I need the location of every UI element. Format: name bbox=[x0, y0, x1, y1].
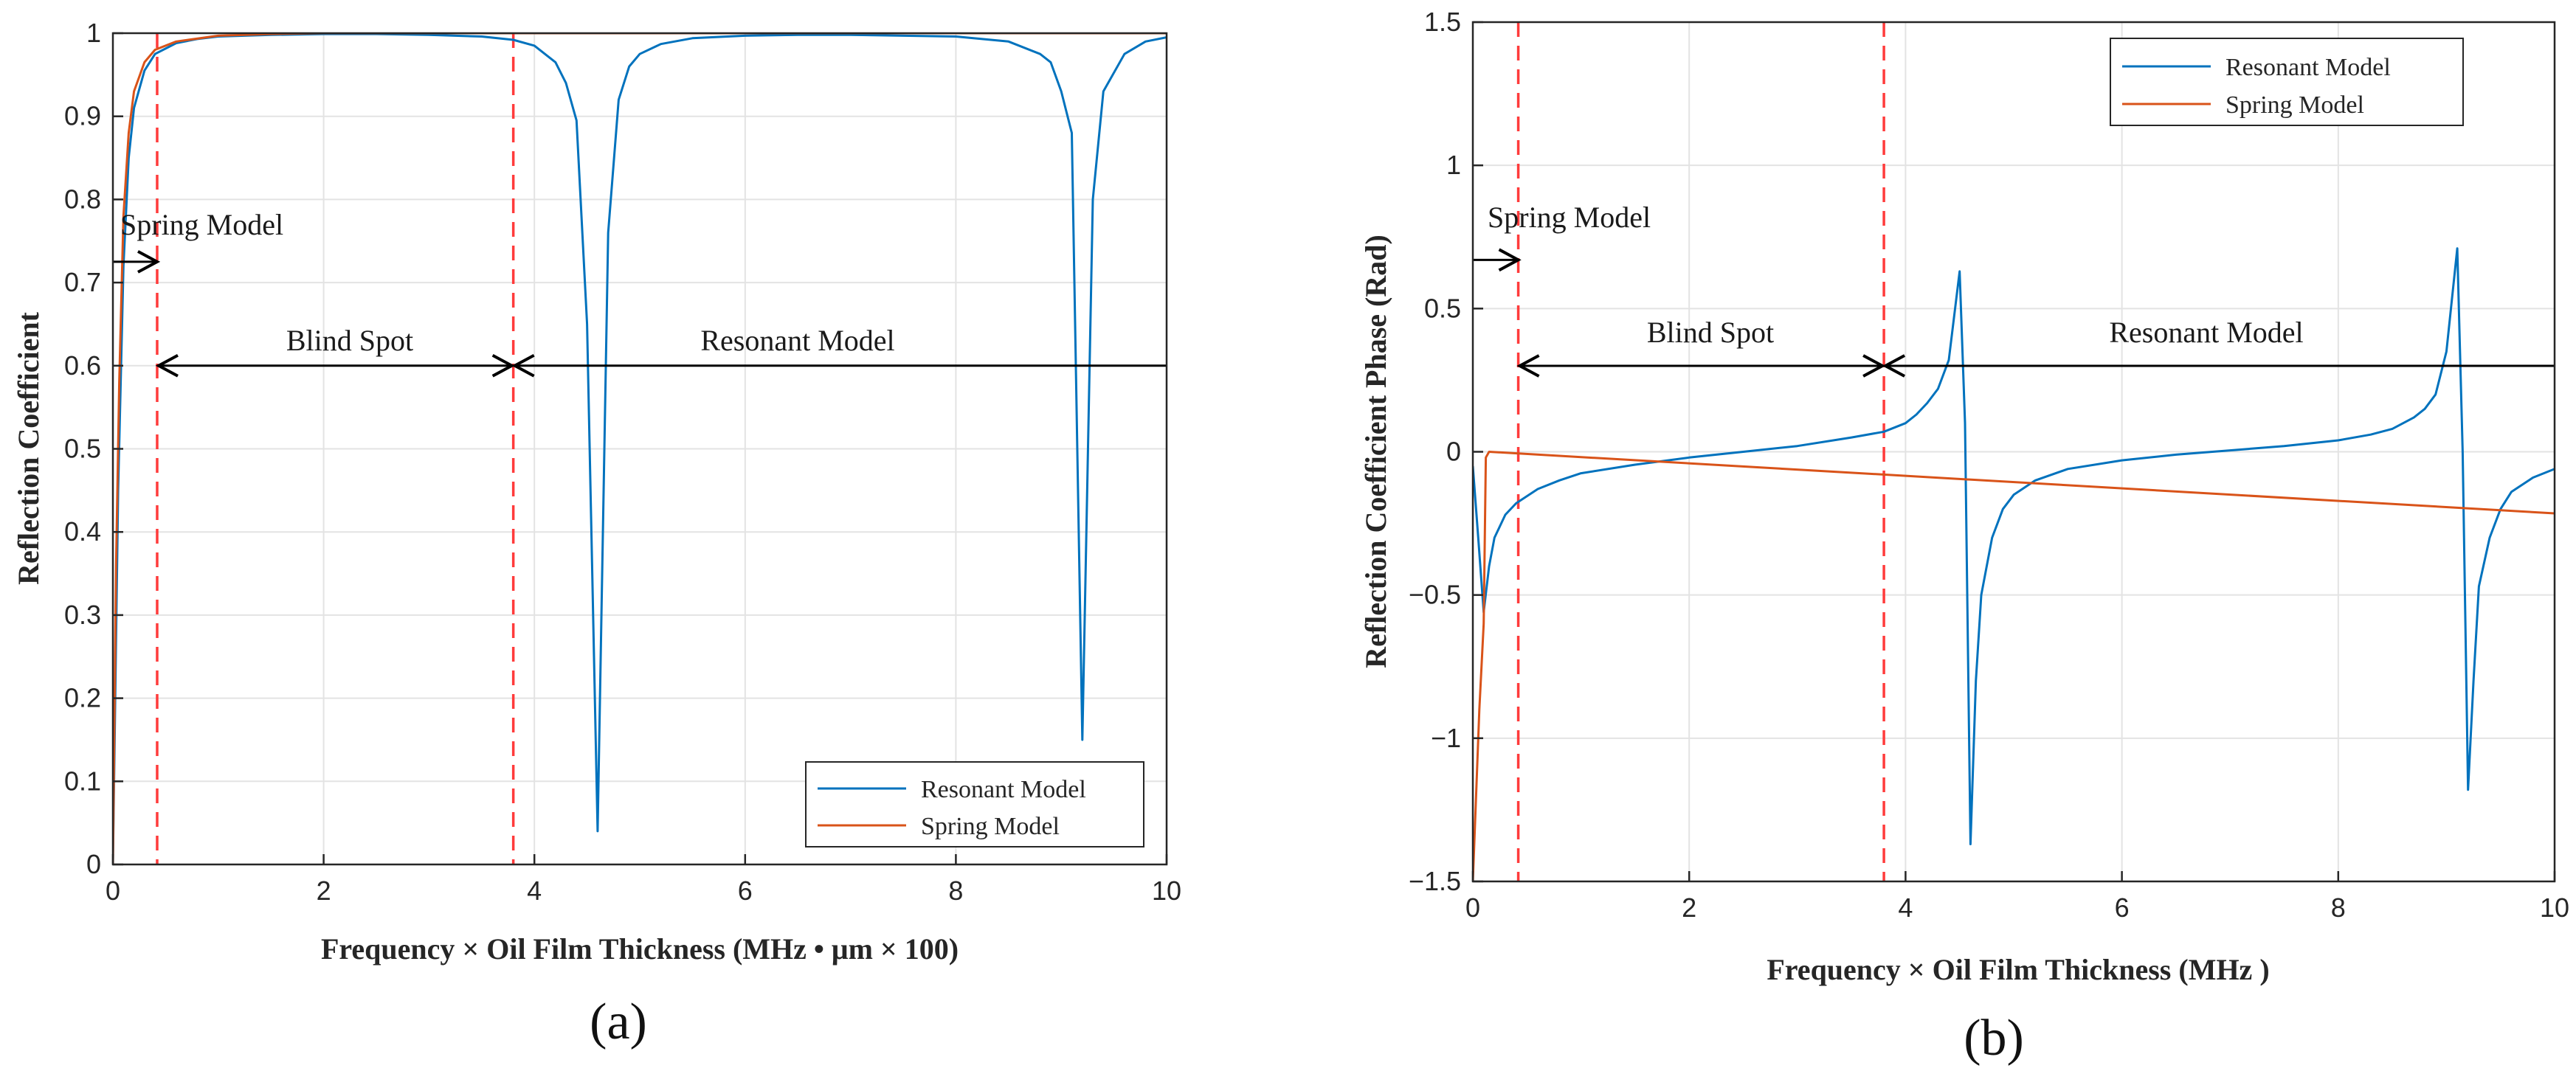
annotation-spring-model-b: Spring Model bbox=[1488, 201, 1651, 234]
x-tick-label-a-5: 10 bbox=[1152, 876, 1181, 906]
blind-arrow-left-head-a bbox=[155, 354, 179, 378]
x-tick-label-a-0: 0 bbox=[106, 876, 120, 906]
y-tick-label-b-2: −0.5 bbox=[1409, 580, 1461, 610]
chart-panel-a: 0 2 4 6 8 10 0 0.1 0.2 0.3 0.4 0.5 0.6 0.7 0.8 0.9 1 Fr… bbox=[12, 18, 1181, 1050]
series-b bbox=[1473, 247, 2555, 881]
y-tick-label-a-9: 0.9 bbox=[64, 101, 101, 131]
y-tick-label-a-5: 0.5 bbox=[64, 434, 101, 464]
y-tick-label-b-4: 0.5 bbox=[1424, 293, 1461, 323]
series-line-spring-model-b bbox=[1473, 451, 2555, 881]
spring-arrow-head-a bbox=[137, 250, 161, 274]
arrows-a bbox=[113, 250, 1167, 378]
y-axis-label-a: Reflection Coefficient bbox=[12, 311, 45, 585]
resonant-arrow-left-head-b bbox=[1882, 354, 1906, 378]
x-tick-label-b-3: 6 bbox=[2115, 892, 2130, 923]
blind-arrow-left-head-b bbox=[1516, 354, 1540, 378]
x-tick-label-b-5: 10 bbox=[2540, 892, 2569, 923]
x-tick-label-b-1: 2 bbox=[1682, 892, 1696, 923]
y-ticks-a: 0 0.1 0.2 0.3 0.4 0.5 0.6 0.7 0.8 0.9 1 bbox=[64, 18, 123, 879]
x-tick-label-a-3: 6 bbox=[738, 876, 753, 906]
grid-a bbox=[112, 32, 1167, 865]
y-tick-label-a-7: 0.7 bbox=[64, 267, 101, 297]
annotation-resonant-model-a: Resonant Model bbox=[700, 324, 894, 357]
y-ticks-b: −1.5 −1 −0.5 0 0.5 1 1.5 bbox=[1409, 7, 1483, 896]
legend-label-spring-a: Spring Model bbox=[921, 813, 1060, 840]
legend-box-b bbox=[2110, 38, 2464, 126]
annotation-blind-spot-b: Blind Spot bbox=[1647, 316, 1774, 349]
legend-a: Resonant Model Spring Model bbox=[805, 761, 1144, 847]
series-line-resonant-model-b bbox=[1473, 247, 2555, 845]
panel-label-a: (a) bbox=[590, 994, 647, 1050]
y-tick-label-a-10: 1 bbox=[86, 18, 101, 48]
legend-label-resonant-a: Resonant Model bbox=[921, 776, 1086, 803]
y-tick-label-a-2: 0.2 bbox=[64, 683, 101, 713]
x-axis-label-a: Frequency × Oil Film Thickness (MHz • μm… bbox=[321, 932, 959, 966]
y-tick-label-a-6: 0.6 bbox=[64, 350, 101, 381]
x-tick-label-b-4: 8 bbox=[2331, 892, 2346, 923]
spring-arrow-head-b bbox=[1498, 248, 1522, 272]
x-ticks-a: 0 2 4 6 8 10 bbox=[106, 854, 1181, 906]
x-axis-label-b: Frequency × Oil Film Thickness (MHz ) bbox=[1767, 953, 2269, 986]
x-ticks-b: 0 2 4 6 8 10 bbox=[1465, 871, 2569, 923]
y-tick-label-a-4: 0.4 bbox=[64, 516, 101, 547]
legend-box-a bbox=[805, 761, 1144, 847]
x-tick-label-b-2: 4 bbox=[1898, 892, 1913, 923]
x-tick-label-b-0: 0 bbox=[1465, 892, 1480, 923]
y-tick-label-a-3: 0.3 bbox=[64, 600, 101, 630]
annotation-resonant-model-b: Resonant Model bbox=[2109, 316, 2303, 349]
vlines-a bbox=[156, 33, 515, 864]
x-tick-label-a-1: 2 bbox=[317, 876, 331, 906]
y-tick-label-a-1: 0.1 bbox=[64, 766, 101, 796]
legend-b: Resonant Model Spring Model bbox=[2110, 38, 2464, 126]
panel-label-b: (b) bbox=[1964, 1010, 2024, 1067]
y-tick-label-b-5: 1 bbox=[1446, 150, 1461, 180]
x-tick-label-a-2: 4 bbox=[527, 876, 542, 906]
y-tick-label-a-0: 0 bbox=[86, 849, 101, 879]
y-tick-label-b-6: 1.5 bbox=[1424, 7, 1461, 37]
y-tick-label-b-3: 0 bbox=[1446, 437, 1461, 467]
annotation-spring-model-a: Spring Model bbox=[120, 208, 283, 241]
chart-panel-b: 0 2 4 6 8 10 −1.5 −1 −0.5 0 0.5 1 1.5 Frequency × O… bbox=[1359, 7, 2569, 1067]
vlines-b bbox=[1516, 22, 1885, 881]
y-tick-label-b-0: −1.5 bbox=[1409, 866, 1461, 896]
annotation-blind-spot-a: Blind Spot bbox=[286, 324, 413, 357]
y-tick-label-a-8: 0.8 bbox=[64, 184, 101, 214]
series-line-resonant-model-a bbox=[113, 33, 1167, 864]
arrows-b bbox=[1473, 248, 2555, 378]
grid-b bbox=[1472, 21, 2555, 882]
y-axis-label-b: Reflection Coefficient Phase (Rad) bbox=[1359, 235, 1392, 668]
legend-label-spring-b: Spring Model bbox=[2225, 91, 2364, 119]
resonant-arrow-left-head-a bbox=[511, 354, 535, 378]
x-tick-label-a-4: 8 bbox=[948, 876, 963, 906]
legend-label-resonant-b: Resonant Model bbox=[2225, 54, 2391, 81]
y-tick-label-b-1: −1 bbox=[1431, 723, 1461, 753]
